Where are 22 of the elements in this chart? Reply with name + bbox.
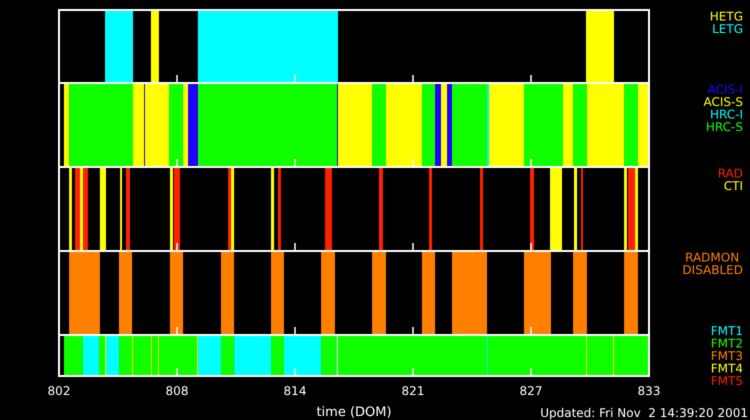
text: FMT1 — [710, 324, 743, 338]
legend-label: FMT3 — [710, 349, 743, 363]
x-tick-label: 814 — [284, 384, 306, 398]
text: CTI — [724, 178, 743, 193]
text: HETG — [710, 9, 743, 24]
legend-label: FMT5 — [710, 374, 743, 388]
x-tick-label: 808 — [166, 384, 188, 398]
text: HRC-I — [710, 107, 743, 122]
text: Updated: Fri Nov 2 14:39:20 2001 — [540, 406, 748, 420]
text: HRC-S — [706, 120, 743, 134]
text: LETG — [712, 22, 743, 36]
text: ACIS-S — [704, 94, 743, 109]
text: RADMON DISABLED — [682, 250, 743, 277]
x-tick-label: 827 — [520, 384, 542, 398]
x-tick-label: 802 — [48, 384, 70, 398]
text: ACIS-I — [708, 82, 743, 96]
text: FMT4 — [710, 362, 743, 376]
text: FMT2 — [710, 336, 743, 350]
x-tick-label: 821 — [402, 384, 424, 398]
x-tick-label: 833 — [638, 384, 660, 398]
x-axis-title: time (DOM) — [316, 405, 392, 420]
text: RAD — [718, 166, 743, 180]
